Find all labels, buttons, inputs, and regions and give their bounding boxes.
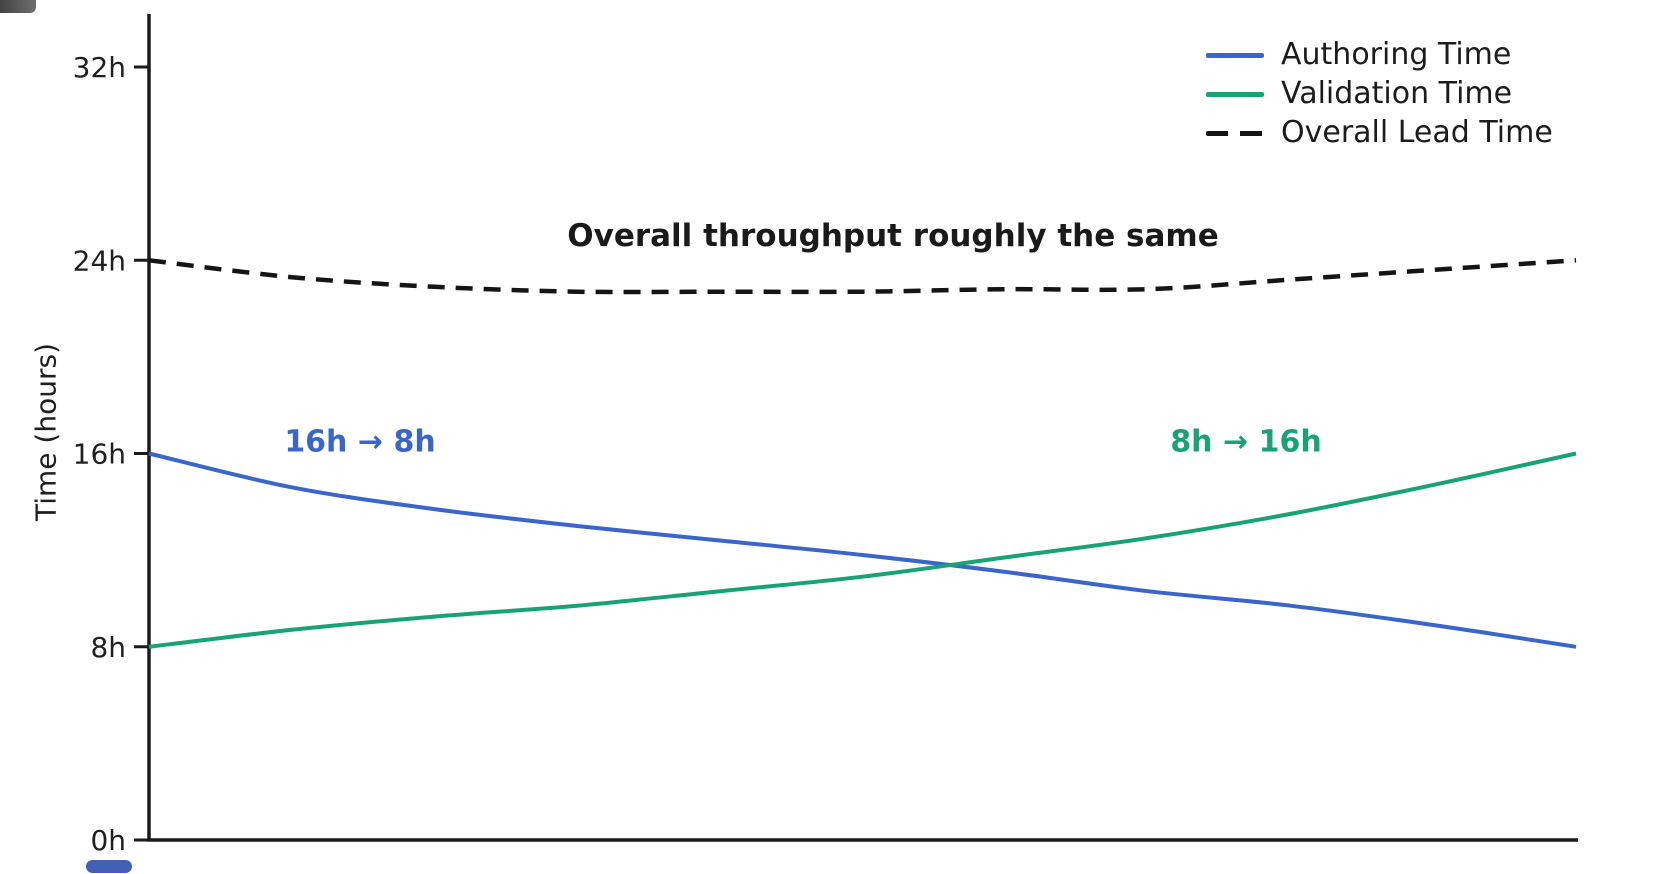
- legend-item-authoring-time: Authoring Time: [1206, 36, 1553, 74]
- y-tick-label: 0h: [90, 824, 126, 857]
- y-tick-label: 16h: [73, 438, 126, 471]
- corner-artifact-top-left: [0, 0, 36, 13]
- legend-line-authoring-icon: [1206, 52, 1264, 58]
- annotation-validation-change: 8h → 16h: [1170, 424, 1322, 460]
- annotation-authoring-change: 16h → 8h: [284, 424, 436, 460]
- corner-artifact-bottom-left: [86, 860, 132, 873]
- legend: Authoring Time Validation Time Overall L…: [1206, 36, 1553, 152]
- series-line-validation-time: [148, 451, 1577, 649]
- legend-dashed-line-icon: [1206, 130, 1264, 136]
- legend-label: Overall Lead Time: [1281, 115, 1553, 150]
- y-axis-title: Time (hours): [29, 343, 63, 521]
- y-tick-label: 24h: [73, 244, 126, 277]
- legend-line-validation-icon: [1206, 91, 1264, 97]
- legend-label: Validation Time: [1281, 76, 1513, 111]
- series-line-overall-lead-time: [148, 258, 1577, 295]
- series-line-authoring-time: [148, 451, 1577, 649]
- y-tick-label: 32h: [73, 51, 126, 84]
- y-tick-label: 8h: [90, 631, 126, 664]
- legend-label: Authoring Time: [1281, 37, 1512, 72]
- legend-item-overall-lead-time: Overall Lead Time: [1206, 114, 1553, 152]
- legend-item-validation-time: Validation Time: [1206, 75, 1553, 113]
- annotation-overall-throughput: Overall throughput roughly the same: [567, 218, 1219, 254]
